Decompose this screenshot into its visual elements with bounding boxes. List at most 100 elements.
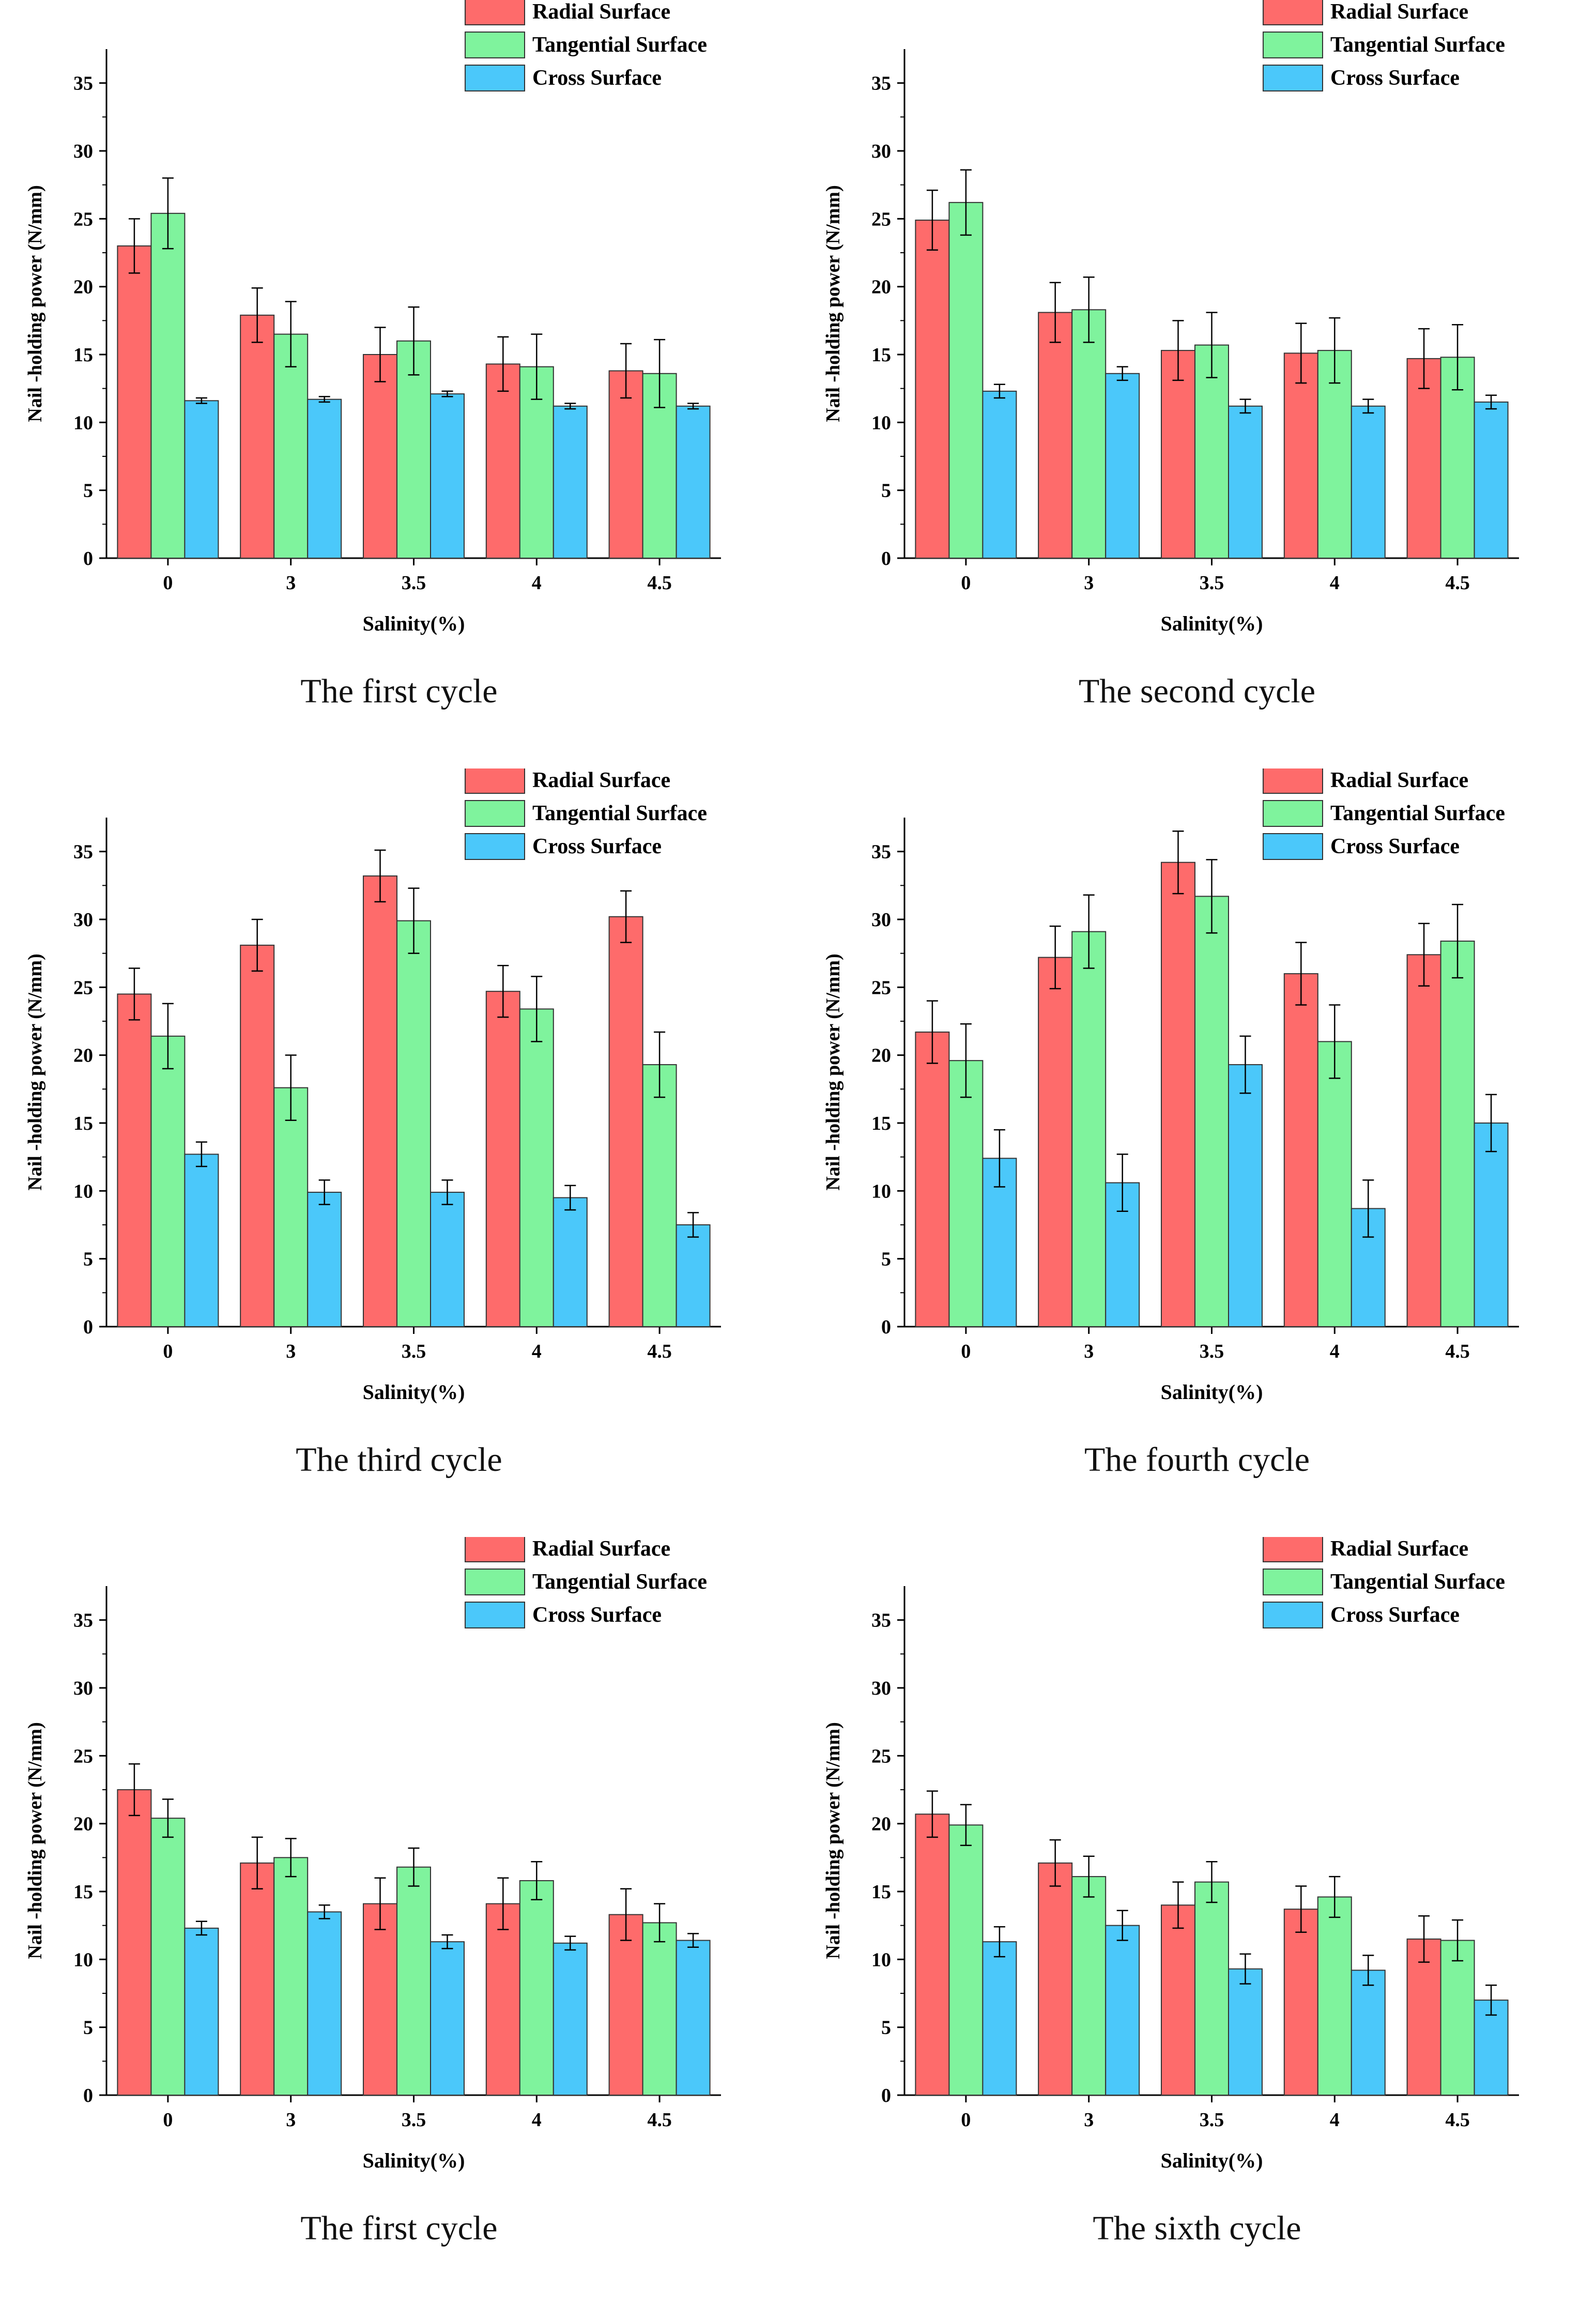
x-tick-label: 4 xyxy=(532,1341,542,1362)
chart-svg: 0 5 10 15 20 25 30 35 0 3 3.5 4 4.5 Nail -holding pow… xyxy=(24,768,721,1404)
x-tick-label: 4 xyxy=(1330,2109,1340,2131)
bar-radial xyxy=(915,1032,950,1328)
x-axis-label: Salinity(%) xyxy=(1161,612,1263,635)
chart-panel-1: 0 5 10 15 20 25 30 35 0 3 3.5 4 4.5 Nail -holding pow… xyxy=(0,0,798,768)
bar-tangential xyxy=(396,920,431,1328)
y-tick-label: 20 xyxy=(871,1045,891,1067)
bar-radial xyxy=(1161,862,1195,1327)
y-axis-label: Nail -holding power (N/mm) xyxy=(822,954,844,1190)
x-tick-label: 3.5 xyxy=(402,2109,426,2131)
y-tick-label: 25 xyxy=(871,1745,891,1767)
y-axis-label: Nail -holding power (N/mm) xyxy=(24,185,46,422)
y-tick-label: 35 xyxy=(73,1610,93,1632)
bar-cross xyxy=(1105,373,1140,559)
bar-tangential xyxy=(150,1035,186,1327)
y-tick-label: 35 xyxy=(73,73,93,95)
chart-panel-2: 0 5 10 15 20 25 30 35 0 3 3.5 4 4.5 Nail -holding pow… xyxy=(798,0,1596,768)
bar-tangential xyxy=(1194,896,1229,1327)
x-tick-label: 3 xyxy=(286,572,296,594)
bar-tangential xyxy=(396,1866,431,2096)
y-tick-label: 10 xyxy=(73,1180,93,1202)
x-tick-label: 3.5 xyxy=(402,572,426,594)
chart-caption: The third cycle xyxy=(296,1441,502,1479)
x-tick-label: 4 xyxy=(532,2109,542,2131)
y-tick-label: 20 xyxy=(73,276,93,298)
y-axis-label: Nail -holding power (N/mm) xyxy=(24,1722,46,1959)
bar-cross xyxy=(553,405,588,559)
bar-cross xyxy=(1228,1064,1263,1327)
legend-label-radial: Radial Surface xyxy=(532,0,670,24)
y-tick-label: 15 xyxy=(871,344,891,366)
bar-tangential xyxy=(642,1064,677,1327)
x-tick-label: 0 xyxy=(961,572,971,594)
y-tick-label: 15 xyxy=(73,1881,93,1903)
x-tick-label: 3 xyxy=(286,1341,296,1362)
y-tick-label: 25 xyxy=(73,977,93,998)
bar-tangential xyxy=(1071,931,1107,1327)
y-tick-label: 5 xyxy=(83,1249,93,1270)
x-tick-label: 0 xyxy=(163,2109,173,2131)
y-tick-label: 30 xyxy=(73,141,93,162)
x-tick-label: 3.5 xyxy=(1200,1341,1224,1362)
x-axis-label: Salinity(%) xyxy=(363,2149,465,2172)
bar-tangential xyxy=(1440,1940,1475,2096)
bar-radial xyxy=(1406,358,1441,559)
y-tick-label: 0 xyxy=(881,2085,891,2107)
bar-tangential xyxy=(273,333,309,559)
legend-label-tangential: Tangential Surface xyxy=(532,33,707,57)
chart-panel-6: 0 5 10 15 20 25 30 35 0 3 3.5 4 4.5 Nail -holding pow… xyxy=(798,1537,1596,2305)
x-tick-label: 3 xyxy=(1084,1341,1094,1362)
bar-cross xyxy=(307,1191,342,1328)
x-tick-label: 4 xyxy=(1330,1341,1340,1362)
legend-swatch-radial xyxy=(1263,1537,1323,1562)
legend-swatch-cross xyxy=(465,833,525,860)
bar-radial xyxy=(1283,1909,1318,2096)
bar-tangential xyxy=(1440,357,1475,559)
legend-swatch-tangential xyxy=(465,800,525,827)
bar-radial xyxy=(608,916,643,1328)
y-tick-label: 25 xyxy=(73,208,93,230)
bar-tangential xyxy=(519,1880,554,2096)
y-tick-label: 20 xyxy=(871,1813,891,1835)
bar-cross xyxy=(553,1197,588,1328)
legend-label-radial: Radial Surface xyxy=(532,768,670,792)
y-axis-label: Nail -holding power (N/mm) xyxy=(822,185,844,422)
x-axis-label: Salinity(%) xyxy=(363,612,465,635)
bar-tangential xyxy=(519,1008,554,1327)
bar-cross xyxy=(307,398,342,559)
legend-label-cross: Cross Surface xyxy=(1330,66,1460,90)
x-tick-label: 4.5 xyxy=(1445,2109,1470,2131)
legend-swatch-tangential xyxy=(1263,800,1323,827)
x-tick-label: 4.5 xyxy=(647,1341,672,1362)
bar-cross xyxy=(1351,1970,1386,2096)
y-tick-label: 35 xyxy=(871,841,891,863)
y-tick-label: 5 xyxy=(881,480,891,502)
legend-swatch-tangential xyxy=(465,1569,525,1595)
legend-label-tangential: Tangential Surface xyxy=(1330,1570,1505,1594)
y-tick-label: 0 xyxy=(83,2085,93,2107)
bar-radial xyxy=(1161,1904,1195,2096)
x-tick-label: 3 xyxy=(286,2109,296,2131)
legend-swatch-radial xyxy=(465,768,525,794)
y-tick-label: 15 xyxy=(871,1113,891,1134)
bar-cross xyxy=(1474,1123,1509,1327)
legend-label-radial: Radial Surface xyxy=(1330,0,1468,24)
legend-label-tangential: Tangential Surface xyxy=(532,1570,707,1594)
chart-caption: The first cycle xyxy=(300,2209,498,2247)
bar-cross xyxy=(1228,1968,1263,2096)
bar-radial xyxy=(1038,312,1073,559)
bar-cross xyxy=(1474,401,1509,559)
y-tick-label: 25 xyxy=(871,977,891,998)
legend-label-tangential: Tangential Surface xyxy=(1330,802,1505,825)
chart-svg: 0 5 10 15 20 25 30 35 0 3 3.5 4 4.5 Nail -holding pow… xyxy=(24,1537,721,2172)
x-tick-label: 3 xyxy=(1084,2109,1094,2131)
legend-label-cross: Cross Surface xyxy=(1330,1603,1460,1627)
x-tick-label: 4 xyxy=(1330,572,1340,594)
y-tick-label: 30 xyxy=(73,909,93,931)
legend-swatch-radial xyxy=(465,1537,525,1562)
bar-tangential xyxy=(273,1857,309,2096)
bar-radial xyxy=(117,993,152,1327)
bar-radial xyxy=(240,314,275,559)
chart-panel-3: 0 5 10 15 20 25 30 35 0 3 3.5 4 4.5 Nail -holding pow… xyxy=(0,768,798,1537)
bar-cross xyxy=(184,1154,219,1327)
